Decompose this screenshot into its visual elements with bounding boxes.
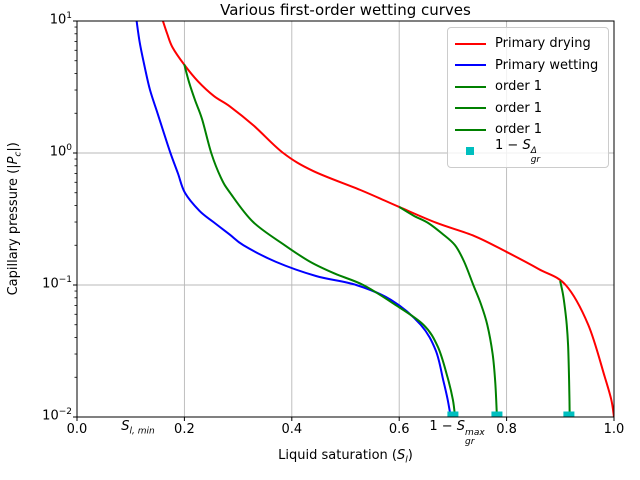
trapped-gas-marker	[447, 411, 459, 417]
y-tick-label: 10−2	[42, 407, 72, 424]
x-tick-label: 0.4	[281, 422, 303, 437]
legend-line-sample	[455, 42, 486, 45]
annotation-sl-min: Sl, min	[121, 419, 155, 437]
curve-primary-wetting	[135, 21, 452, 417]
legend-label: Primary drying	[495, 36, 591, 52]
legend-item: Primary drying	[455, 33, 601, 54]
legend-line-sample	[455, 128, 486, 131]
y-tick-label: 100	[49, 143, 72, 160]
legend: Primary drying Primary wetting order 1 orde…	[447, 27, 609, 168]
legend-line-sample	[455, 85, 486, 88]
curve-order-1	[559, 280, 571, 417]
y-tick-label: 10−1	[42, 275, 72, 292]
curve-order-1	[398, 206, 498, 417]
x-tick-label: 0.6	[388, 422, 410, 437]
legend-item: order 1	[455, 119, 601, 140]
x-axis-label: Liquid saturation (Sl)	[278, 448, 413, 466]
x-tick-label: 0.0	[66, 422, 88, 437]
x-tick-label: 1.0	[603, 422, 625, 437]
y-axis-label: Capillary pressure (|Pc|)	[6, 142, 24, 296]
trapped-gas-marker	[491, 411, 503, 417]
legend-label: order 1	[495, 100, 543, 116]
legend-label: order 1	[495, 122, 543, 138]
legend-marker-icon	[455, 147, 486, 156]
legend-item: order 1	[455, 76, 601, 97]
annotation-sub: gr	[465, 436, 475, 447]
y-axis-label-box: Capillary pressure (|Pc|)	[2, 21, 28, 417]
legend-line-sample	[455, 107, 486, 110]
legend-item: Primary wetting	[455, 55, 601, 76]
chart-title: Various first-order wetting curves	[220, 1, 471, 19]
legend-line-sample	[455, 64, 486, 67]
x-tick-label: 0.2	[174, 422, 195, 437]
axes-spines	[76, 20, 615, 418]
curve-primary-drying	[161, 21, 614, 417]
trapped-gas-marker	[563, 411, 575, 417]
x-tick-label: 0.8	[496, 422, 517, 437]
curve-order-1	[183, 63, 457, 417]
legend-item: order 1	[455, 98, 601, 119]
legend-label: Primary wetting	[495, 57, 599, 73]
annotation-sup: max	[465, 427, 485, 438]
y-tick-label: 101	[49, 11, 72, 28]
legend-label: order 1	[495, 79, 543, 95]
